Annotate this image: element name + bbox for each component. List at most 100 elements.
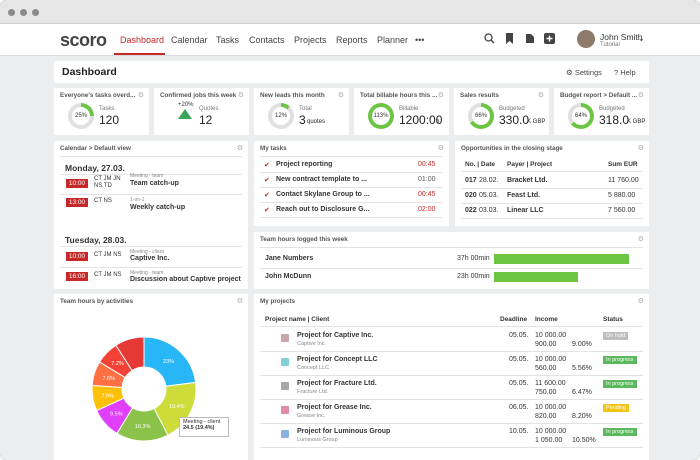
project-name[interactable]: Project for Captive Inc. (297, 332, 374, 339)
task-name[interactable]: Project reporting (276, 161, 333, 168)
task-check-icon[interactable]: ✔ (264, 162, 270, 169)
widget-settings-icon[interactable]: ⚙ (637, 236, 644, 243)
kpi-unit: h (436, 119, 440, 125)
nav-projects[interactable]: Projects (294, 35, 327, 45)
project-client[interactable]: Fracture Ltd. (297, 389, 329, 395)
event-name[interactable]: Team catch-up (130, 180, 179, 187)
pie-slice[interactable] (115, 336, 145, 372)
search-icon[interactable] (484, 33, 495, 47)
col-deadline[interactable]: Deadline (500, 316, 528, 323)
pie-chart[interactable]: 23% 19.4% 16.3% 9.5% 7.9% 7.6% 7.2% (54, 294, 248, 460)
kpi-card[interactable]: New leads this month ⚙ 12% Total 3 quotes (254, 88, 349, 135)
status-badge[interactable]: In progress (603, 428, 637, 436)
project-deadline: 10.05. (509, 428, 529, 435)
event-attendees: CT NS (94, 198, 112, 204)
widget-settings-icon[interactable]: ⚙ (437, 92, 444, 99)
event-name[interactable]: Weekly catch-up (130, 204, 186, 211)
kpi-title: Total billable hours this ... (360, 92, 438, 99)
kpi-card[interactable]: Total billable hours this ... ⚙ 113% Bill… (354, 88, 449, 135)
chevron-down-icon[interactable]: ⌄ (638, 34, 645, 43)
task-check-icon[interactable]: ✔ (264, 192, 270, 199)
widget-settings-icon[interactable]: ⚙ (137, 92, 144, 99)
project-client[interactable]: Luminous Group (297, 437, 338, 443)
task-name[interactable]: Reach out to Disclosure G... (276, 206, 370, 213)
dashboard-header: Dashboard ⚙ Settings ? Help (54, 61, 649, 83)
widget-settings-icon[interactable]: ⚙ (537, 92, 544, 99)
widget-settings-icon[interactable]: ⚙ (437, 145, 444, 152)
project-client[interactable]: Captive Inc. (297, 341, 327, 347)
scoro-logo[interactable]: scoro (60, 30, 107, 50)
project-client[interactable]: Grease Inc. (297, 413, 326, 419)
task-check-icon[interactable]: ✔ (264, 207, 270, 214)
user-name[interactable]: John Smith (600, 32, 643, 42)
team-member-hours: 37h 00min (457, 255, 490, 262)
calendar-title[interactable]: Calendar > Default view (60, 145, 131, 152)
nav-dashboard[interactable]: Dashboard (120, 35, 165, 45)
help-button[interactable]: ? Help (614, 68, 636, 77)
opp-payer[interactable]: Feast Ltd. (507, 192, 541, 199)
widget-settings-icon[interactable]: ⚙ (637, 145, 644, 152)
project-name[interactable]: Project for Luminous Group (297, 428, 391, 435)
opp-payer[interactable]: Bracket Ltd. (507, 177, 548, 184)
widget-settings-icon[interactable]: ⚙ (237, 92, 244, 99)
status-badge[interactable]: In progress (603, 356, 637, 364)
nav-planner[interactable]: Planner (377, 35, 409, 45)
nav-reports[interactable]: Reports (336, 35, 368, 45)
opp-payer[interactable]: Linear LLC (507, 207, 544, 214)
kpi-card[interactable]: Sales results ⚙ 66% Budgeted 330.0 K GBP (454, 88, 549, 135)
event-name[interactable]: Discussion about Captive project (130, 276, 241, 283)
widget-settings-icon[interactable]: ⚙ (236, 298, 243, 305)
kpi-pct: 25% (72, 107, 90, 125)
col-project-name[interactable]: Project name | Client (265, 316, 330, 323)
task-check-icon[interactable]: ✔ (264, 177, 270, 184)
pie-title[interactable]: Team hours by activities (60, 298, 134, 305)
widget-settings-icon[interactable]: ⚙ (236, 145, 243, 152)
projects-title[interactable]: My projects (260, 298, 295, 305)
kpi-card[interactable]: Budget report > Default ... ⚙ 64% Budgete… (554, 88, 649, 135)
widget-settings-icon[interactable]: ⚙ (337, 92, 344, 99)
project-client[interactable]: Concept LLC (297, 365, 330, 371)
col-no-date[interactable]: No. | Date (465, 161, 495, 168)
task-name[interactable]: Contact Skylane Group to ... (276, 191, 370, 198)
status-badge[interactable]: On hold (603, 332, 629, 340)
kpi-label: Budgeted (499, 106, 525, 112)
project-percent: 6.47% (572, 389, 592, 396)
team-hours-title[interactable]: Team hours logged this week (260, 236, 348, 243)
project-percent: 5.56% (572, 365, 592, 372)
widget-settings-icon[interactable]: ⚙ (637, 298, 644, 305)
task-name[interactable]: New contract template to ... (276, 176, 368, 183)
project-name[interactable]: Project for Concept LLC (297, 356, 378, 363)
opportunities-title[interactable]: Opportunities in the closing stage (461, 145, 563, 152)
minimize-window-dot[interactable] (20, 9, 27, 16)
close-window-dot[interactable] (8, 9, 15, 16)
zoom-window-dot[interactable] (32, 9, 39, 16)
kpi-card[interactable]: Everyone's tasks overd... ⚙ 25% Tasks 120 (54, 88, 149, 135)
event-time: 10:00 (66, 179, 88, 188)
kpi-title: Sales results (460, 92, 499, 99)
project-name[interactable]: Project for Fracture Ltd. (297, 380, 377, 387)
col-income[interactable]: Income (535, 316, 558, 323)
widget-settings-icon[interactable]: ⚙ (637, 92, 644, 99)
settings-button[interactable]: ⚙ Settings (566, 68, 602, 77)
col-sum[interactable]: Sum EUR (608, 161, 638, 168)
add-icon[interactable] (544, 33, 555, 47)
event-kind: 1-on-1 (130, 197, 145, 203)
kpi-card[interactable]: Confirmed jobs this week ⚙ +20% Quotes 12 (154, 88, 249, 135)
project-deadline: 05.05. (509, 332, 529, 339)
status-badge[interactable]: In progress (603, 380, 637, 388)
avatar[interactable] (577, 30, 595, 48)
project-name[interactable]: Project for Grease Inc. (297, 404, 372, 411)
bookmark-icon[interactable] (505, 33, 514, 47)
nav-contacts[interactable]: Contacts (249, 35, 285, 45)
opp-sum: 11 760.00 (608, 177, 639, 184)
nav-calendar[interactable]: Calendar (171, 35, 208, 45)
event-name[interactable]: Captive Inc. (130, 255, 170, 262)
notifications-icon[interactable] (524, 33, 535, 47)
status-badge[interactable]: Pending (603, 404, 630, 412)
col-status[interactable]: Status (603, 316, 623, 323)
kpi-value: 3 (299, 113, 306, 127)
nav-tasks[interactable]: Tasks (216, 35, 240, 45)
col-payer-project[interactable]: Payer | Project (507, 161, 553, 168)
tasks-title[interactable]: My tasks (260, 145, 287, 152)
nav-more[interactable]: ••• (415, 35, 425, 45)
